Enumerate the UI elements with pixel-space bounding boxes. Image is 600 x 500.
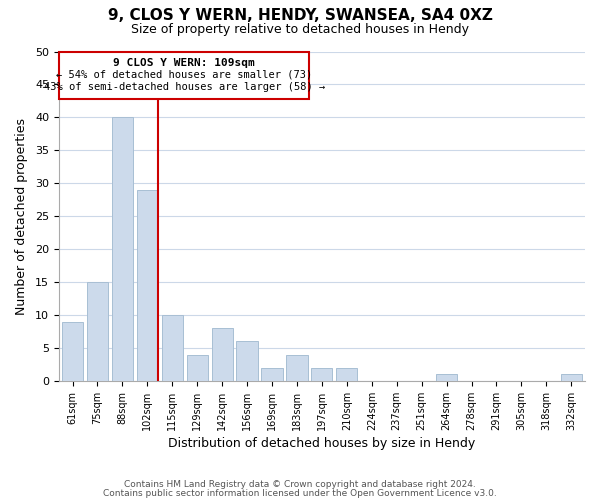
Text: Size of property relative to detached houses in Hendy: Size of property relative to detached ho… [131,22,469,36]
Bar [161,315,183,381]
Text: Contains HM Land Registry data © Crown copyright and database right 2024.: Contains HM Land Registry data © Crown c… [124,480,476,489]
Bar [262,368,283,381]
Text: 9 CLOS Y WERN: 109sqm: 9 CLOS Y WERN: 109sqm [113,58,255,68]
Bar [436,374,457,381]
Bar [336,368,358,381]
Bar [112,118,133,381]
Y-axis label: Number of detached properties: Number of detached properties [15,118,28,314]
Bar [62,322,83,381]
FancyBboxPatch shape [59,52,310,99]
Bar [187,354,208,381]
Bar [560,374,582,381]
Text: ← 54% of detached houses are smaller (73): ← 54% of detached houses are smaller (73… [56,70,313,80]
X-axis label: Distribution of detached houses by size in Hendy: Distribution of detached houses by size … [168,437,476,450]
Text: 43% of semi-detached houses are larger (58) →: 43% of semi-detached houses are larger (… [44,82,325,92]
Text: 9, CLOS Y WERN, HENDY, SWANSEA, SA4 0XZ: 9, CLOS Y WERN, HENDY, SWANSEA, SA4 0XZ [107,8,493,22]
Bar [137,190,158,381]
Bar [286,354,308,381]
Bar [236,342,257,381]
Bar [311,368,332,381]
Bar [212,328,233,381]
Text: Contains public sector information licensed under the Open Government Licence v3: Contains public sector information licen… [103,488,497,498]
Bar [87,282,108,381]
